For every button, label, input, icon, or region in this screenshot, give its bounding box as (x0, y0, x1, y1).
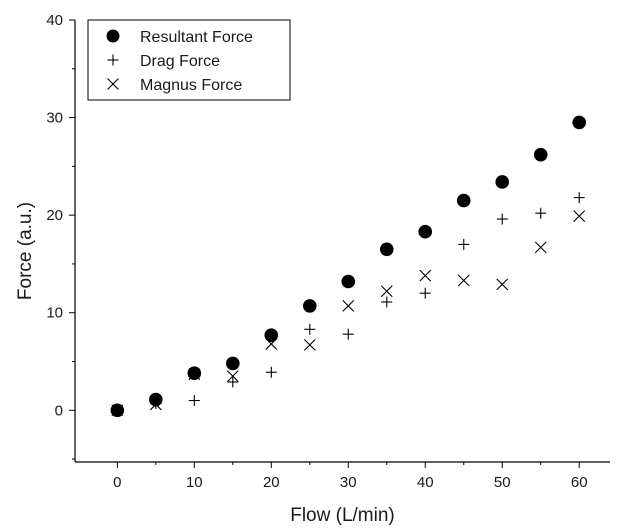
data-point-drag-force (496, 213, 508, 225)
cross-stroke-b (111, 404, 124, 417)
y-axis-title: Force (a.u.) (15, 202, 36, 300)
series-drag-force (111, 192, 585, 416)
legend-label-resultant-force: Resultant Force (140, 29, 253, 46)
legend-label-magnus-force: Magnus Force (140, 77, 242, 94)
legend-marker-drag-force (107, 54, 119, 66)
legend-symbol (106, 29, 120, 43)
data-point-drag-force (342, 328, 354, 340)
data-point-resultant-force (572, 115, 587, 130)
x-tick-label: 0 (113, 474, 121, 491)
x-tick-label: 40 (417, 474, 434, 491)
legend-symbol (107, 54, 119, 66)
y-tick-label: 40 (46, 12, 63, 29)
data-point-drag-force (150, 397, 162, 409)
data-point-resultant-force (341, 274, 356, 289)
x-tick-label: 60 (571, 474, 588, 491)
x-tick-label: 30 (340, 474, 357, 491)
cross-stroke-b (380, 285, 393, 298)
data-point-drag-force (535, 207, 547, 219)
x-tick-label: 10 (186, 474, 203, 491)
data-point-resultant-force (456, 193, 471, 208)
y-tick-label: 10 (46, 305, 63, 322)
legend-marker-resultant-force (106, 29, 120, 43)
cross-stroke-b (265, 338, 278, 350)
legend-item-magnus-force: Magnus Force (107, 77, 242, 94)
data-point-magnus-force (342, 299, 355, 312)
data-point-drag-force (573, 192, 585, 204)
data-markers (110, 115, 587, 418)
data-point-magnus-force (226, 370, 239, 383)
axes (74, 20, 610, 463)
data-point-drag-force (458, 238, 470, 250)
data-point-resultant-force (226, 356, 240, 371)
x-tick-label: 20 (263, 474, 280, 491)
cross-stroke-b (107, 78, 119, 90)
cross-stroke-b (419, 269, 432, 282)
data-point-drag-force (227, 376, 239, 388)
data-point-magnus-force (496, 278, 509, 291)
data-point-resultant-force (379, 242, 394, 257)
legend-item-resultant-force: Resultant Force (106, 29, 253, 46)
cross-stroke-b (303, 339, 316, 351)
data-point-resultant-force (495, 175, 510, 189)
data-point-magnus-force (534, 241, 547, 254)
data-point-magnus-force (265, 338, 278, 350)
legend: Resultant Force Drag Force Magnus Force (87, 19, 291, 101)
data-point-magnus-force (457, 274, 470, 287)
cross-stroke-b (226, 370, 239, 383)
data-point-magnus-force (188, 368, 201, 381)
data-point-magnus-force (573, 210, 586, 223)
y-tick-label: 30 (46, 110, 63, 127)
data-point-drag-force (419, 287, 431, 299)
legend-marker-magnus-force (107, 78, 119, 90)
data-point-resultant-force (418, 224, 433, 239)
data-point-drag-force (304, 323, 316, 335)
x-tick-label: 50 (494, 474, 511, 491)
data-point-resultant-force (533, 147, 548, 162)
data-point-resultant-force (302, 299, 317, 313)
series-resultant-force (110, 115, 587, 418)
data-point-magnus-force (419, 269, 432, 282)
cross-stroke-b (457, 274, 470, 287)
data-point-resultant-force (187, 366, 202, 381)
data-point-drag-force (381, 296, 393, 308)
data-point-magnus-force (111, 404, 124, 417)
cross-stroke-b (149, 398, 162, 411)
x-axis-ticks: 0 10 20 30 40 50 60 (113, 462, 588, 491)
series-magnus-force (111, 210, 586, 417)
cross-stroke-b (188, 368, 201, 381)
y-tick-label: 0 (55, 402, 63, 419)
data-point-magnus-force (303, 339, 316, 351)
legend-label-drag-force: Drag Force (140, 53, 220, 70)
legend-box (87, 19, 291, 101)
legend-item-drag-force: Drag Force (107, 53, 220, 70)
y-axis-ticks: 0 10 20 30 40 (46, 12, 75, 460)
y-tick-label: 20 (46, 207, 63, 224)
cross-stroke-b (496, 278, 509, 291)
legend-symbol (107, 78, 119, 90)
data-point-magnus-force (380, 285, 393, 298)
data-point-drag-force (265, 366, 277, 378)
cross-stroke-b (342, 299, 355, 312)
data-point-drag-force (188, 395, 200, 407)
data-point-resultant-force (264, 328, 279, 342)
cross-stroke-b (534, 241, 547, 254)
x-axis-title: Flow (L/min) (290, 505, 395, 526)
cross-stroke-b (573, 210, 586, 223)
data-point-magnus-force (149, 398, 162, 411)
